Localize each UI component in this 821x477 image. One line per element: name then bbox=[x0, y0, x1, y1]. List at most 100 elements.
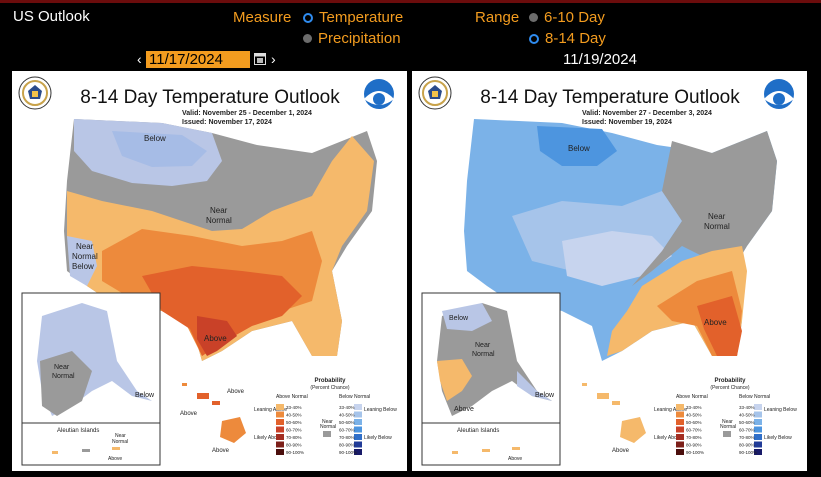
legend-above-swatch bbox=[276, 411, 284, 418]
measure-temperature-label: Temperature bbox=[319, 9, 404, 26]
legend-above-pct-label: 70-80% bbox=[686, 435, 702, 440]
legend-likely-above: Likely Above bbox=[654, 435, 682, 441]
measure-temperature-radio[interactable]: Temperature bbox=[303, 9, 403, 26]
legend-below-pct-label: 70-80% bbox=[339, 435, 355, 440]
region-label-normal: Normal bbox=[206, 216, 232, 225]
hawaii-map bbox=[582, 383, 646, 443]
range-label: Range bbox=[475, 9, 520, 26]
legend-above-pct-label: 40-50% bbox=[686, 413, 702, 418]
region-label-west-normal: Normal bbox=[72, 252, 98, 261]
valid-text: Valid: November 27 - December 3, 2024 bbox=[582, 110, 712, 117]
legend-above-pct-label: 33-40% bbox=[286, 405, 302, 410]
region-label-near: Near bbox=[708, 212, 726, 221]
nws-logo-icon bbox=[764, 79, 794, 109]
legend-normal: Normal bbox=[320, 424, 336, 430]
map-title: 8-14 Day Temperature Outlook bbox=[480, 87, 740, 108]
legend-above-pct-label: 40-50% bbox=[286, 413, 302, 418]
measure-precipitation-label: Precipitation bbox=[318, 30, 401, 47]
radio-selected-icon bbox=[303, 12, 313, 23]
range-8-14-radio[interactable]: 8-14 Day bbox=[529, 30, 606, 47]
legend-below-swatch bbox=[354, 441, 362, 448]
noaa-seal-icon bbox=[418, 76, 452, 110]
legend-above-swatch bbox=[276, 426, 284, 433]
legend-above-pct-label: 70-80% bbox=[286, 435, 302, 440]
legend-above-pct-label: 33-40% bbox=[686, 405, 702, 410]
legend-likely-below: Likely Below bbox=[364, 435, 392, 441]
ak-label-below: Below bbox=[135, 392, 155, 399]
aleutian-near: Near bbox=[115, 433, 126, 439]
legend-above-swatch bbox=[676, 441, 684, 448]
measure-label: Measure bbox=[233, 9, 292, 26]
legend-above-swatch bbox=[676, 449, 684, 455]
map-title: 8-14 Day Temperature Outlook bbox=[80, 87, 340, 108]
legend-leaning-below: Leaning Below bbox=[764, 407, 797, 413]
legend-leaning-below: Leaning Below bbox=[364, 407, 397, 413]
aleutian-islands bbox=[452, 447, 520, 454]
legend-title: Probability bbox=[314, 378, 346, 384]
legend-above-pct-label: 60-70% bbox=[686, 428, 702, 433]
legend-above-swatch bbox=[676, 404, 684, 410]
measure-precipitation-radio[interactable]: Precipitation bbox=[303, 30, 401, 47]
legend-below-pct-label: 33-40% bbox=[339, 405, 355, 410]
issued-text: Issued: November 19, 2024 bbox=[582, 119, 672, 126]
calendar-icon[interactable] bbox=[254, 52, 266, 65]
region-label-below: Below bbox=[144, 134, 166, 143]
noaa-seal-icon bbox=[18, 76, 52, 110]
ak-label-above: Above bbox=[454, 406, 474, 413]
legend-below-swatch bbox=[354, 419, 362, 425]
legend-above-pct-label: 60-70% bbox=[286, 428, 302, 433]
radio-unselected-icon bbox=[303, 34, 312, 43]
legend-below-swatch bbox=[354, 404, 362, 410]
legend-leaning-above: Leaning Above bbox=[254, 407, 287, 413]
legend-below-swatch bbox=[354, 449, 362, 455]
legend-below-pct-label: 40-50% bbox=[739, 413, 755, 418]
legend-below-swatch bbox=[754, 434, 762, 440]
legend-leaning-above: Leaning Above bbox=[654, 407, 687, 413]
legend-below-pct-label: 50-60% bbox=[739, 420, 755, 425]
date-input[interactable]: 11/17/2024 bbox=[146, 51, 250, 68]
legend-below-pct-label: 40-50% bbox=[339, 413, 355, 418]
legend-below-pct-label: 60-70% bbox=[339, 428, 355, 433]
legend-below-pct-label: 80-90% bbox=[339, 443, 355, 448]
issued-text: Issued: November 17, 2024 bbox=[182, 119, 272, 126]
legend-below-swatch bbox=[754, 411, 762, 418]
hawaii-map bbox=[182, 383, 246, 443]
alaska-map bbox=[437, 303, 552, 416]
legend-above-normal: Above Normal bbox=[676, 394, 708, 400]
aleutian-above: Above bbox=[508, 456, 522, 462]
region-label-normal: Normal bbox=[704, 222, 730, 231]
legend-above-pct-label: 50-60% bbox=[686, 420, 702, 425]
legend-above-swatch bbox=[676, 411, 684, 418]
outlook-map-left: 8-14 Day Temperature Outlook Valid: Nove… bbox=[12, 71, 407, 471]
nws-logo-icon bbox=[364, 79, 394, 109]
legend-above-swatch bbox=[276, 404, 284, 410]
range-8-14-label: 8-14 Day bbox=[545, 30, 606, 47]
legend-above-normal: Above Normal bbox=[276, 394, 308, 400]
range-6-10-radio[interactable]: 6-10 Day bbox=[529, 9, 605, 26]
hi-label-above-2: Above bbox=[180, 411, 198, 417]
legend-subtitle: (Percent Chance) bbox=[710, 385, 750, 391]
legend-near-swatch bbox=[323, 431, 331, 437]
legend-likely-above: Likely Above bbox=[254, 435, 282, 441]
region-label-above: Above bbox=[704, 318, 727, 327]
legend-below-swatch bbox=[754, 404, 762, 410]
legend-below-pct-label: 90-100% bbox=[339, 450, 357, 455]
next-date-arrow[interactable]: › bbox=[271, 51, 276, 67]
legend-above-swatch bbox=[676, 434, 684, 440]
region-label-near: Near bbox=[210, 206, 228, 215]
aleutian-title: Aleutian Islands bbox=[57, 428, 99, 434]
legend-title: Probability bbox=[714, 378, 746, 384]
prev-date-arrow[interactable]: ‹ bbox=[137, 51, 142, 67]
legend: Probability (Percent Chance) Above Norma… bbox=[254, 378, 397, 455]
radio-unselected-icon bbox=[529, 13, 538, 22]
legend-below-pct-label: 50-60% bbox=[339, 420, 355, 425]
range-6-10-label: 6-10 Day bbox=[544, 9, 605, 26]
legend-above-swatch bbox=[276, 449, 284, 455]
legend-below-swatch bbox=[354, 434, 362, 440]
legend-below-pct-label: 33-40% bbox=[739, 405, 755, 410]
legend-above-swatch bbox=[276, 434, 284, 440]
ak-label-below-1: Below bbox=[449, 315, 469, 322]
radio-selected-icon bbox=[529, 33, 539, 44]
legend-below-swatches: 33-40% 40-50% 50-60% 60-70% 70-80% 80-90% 90-1… bbox=[339, 404, 362, 455]
legend-below-swatches: 33-40% 40-50% 50-60% 60-70% 70-80% 80-90% 90-1… bbox=[739, 404, 762, 455]
